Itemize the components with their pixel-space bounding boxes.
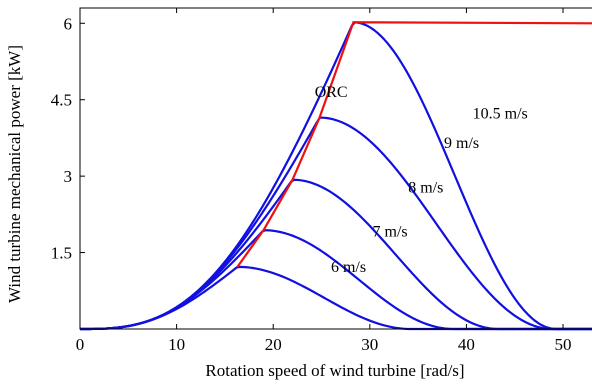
power-curve-line bbox=[80, 178, 592, 331]
y-tick-label: 4.5 bbox=[51, 91, 72, 110]
wind-speed-label: 7 m/s bbox=[373, 223, 408, 240]
y-tick-label: 3 bbox=[64, 167, 73, 186]
x-tick-label: 20 bbox=[265, 335, 282, 354]
y-axis-label: Wind turbine mechanical power [kW] bbox=[5, 45, 24, 303]
x-tick-label: 0 bbox=[76, 335, 85, 354]
wind-speed-label: 8 m/s bbox=[408, 179, 443, 196]
x-tick-label: 10 bbox=[168, 335, 185, 354]
x-tick-label: 30 bbox=[361, 335, 378, 354]
wind-speed-label: 6 m/s bbox=[331, 259, 366, 276]
orc-label: ORC bbox=[315, 84, 348, 101]
axes-box bbox=[79, 7, 592, 330]
wind-speed-label: 10.5 m/s bbox=[473, 106, 528, 123]
x-tick-label: 50 bbox=[555, 335, 572, 354]
power-curve-line bbox=[80, 21, 592, 331]
wind-speed-label: 9 m/s bbox=[444, 135, 479, 152]
orc-curve bbox=[236, 21, 592, 268]
orc-line bbox=[236, 21, 592, 268]
x-tick-label: 40 bbox=[458, 335, 475, 354]
y-tick-label: 6 bbox=[64, 14, 73, 33]
curve-annotations: 6 m/s 7 m/s 8 m/s 9 m/s 10.5 m/s ORC bbox=[315, 84, 528, 276]
power-curve-line bbox=[80, 229, 592, 331]
axis-ticks: 0 10 20 30 40 50 1.5 3 4.5 6 bbox=[51, 8, 572, 354]
y-tick-label: 1.5 bbox=[51, 244, 72, 263]
axes-frame bbox=[79, 7, 592, 330]
x-axis-label: Rotation speed of wind turbine [rad/s] bbox=[205, 361, 464, 380]
